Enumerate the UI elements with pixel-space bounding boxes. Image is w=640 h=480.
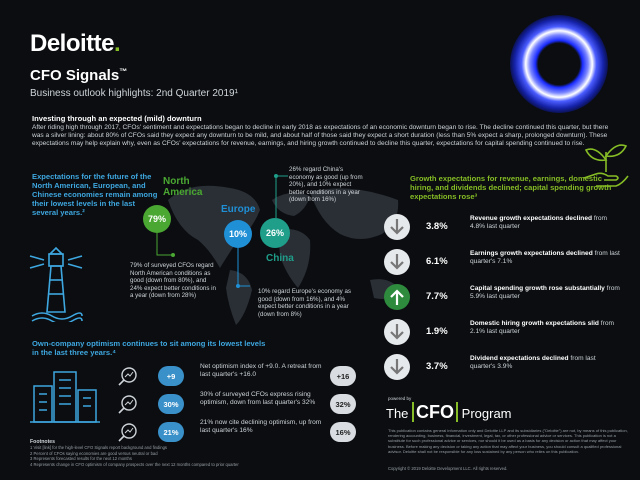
- region-label-china: China: [266, 253, 294, 264]
- previous-value-pill: 16%: [330, 422, 356, 442]
- connector-line: [236, 248, 250, 288]
- previous-value-pill: 32%: [330, 394, 356, 414]
- optimism-row-net-index: +9 Net optimism index of +9.0. A retreat…: [118, 362, 368, 390]
- down-arrow-icon: [384, 214, 410, 240]
- intro-body: After riding high through 2017, CFOs' se…: [32, 124, 609, 148]
- current-value-pill: 30%: [158, 394, 184, 414]
- europe-bubble: 10%: [224, 220, 252, 248]
- page-title: CFO Signals™: [30, 67, 128, 84]
- down-arrow-icon: [384, 354, 410, 380]
- magnifier-chart-icon: [118, 423, 137, 442]
- glowing-ring-graphic: [510, 15, 608, 113]
- regions-heading: Expectations for the future of the North…: [32, 172, 158, 217]
- powered-by-label: powered by: [388, 396, 412, 401]
- optimism-row-rising: 30% 30% of surveyed CFOs express rising …: [118, 390, 368, 418]
- current-value-pill: 21%: [158, 422, 184, 442]
- china-bubble: 26%: [260, 218, 290, 248]
- previous-value-pill: +16: [330, 366, 356, 386]
- up-arrow-icon: [384, 284, 410, 310]
- region-label-europe: Europe: [221, 204, 256, 215]
- cfo-program-logo: The CFO Program: [386, 402, 512, 422]
- north-america-bubble: 79%: [143, 205, 171, 233]
- current-value-pill: +9: [158, 366, 184, 386]
- europe-note: 10% regard Europe's economy as good (dow…: [258, 288, 352, 318]
- office-buildings-icon: [30, 371, 100, 423]
- deloitte-logo: Deloitte.: [30, 30, 121, 57]
- magnifier-chart-icon: [118, 395, 137, 414]
- page-subtitle: Business outlook highlights: 2nd Quarter…: [30, 88, 238, 99]
- growth-row-earnings: 6.1% Earnings growth expectations declin…: [384, 247, 629, 281]
- north-america-note: 79% of surveyed CFOs regard North Americ…: [130, 262, 216, 300]
- growth-row-revenue: 3.8% Revenue growth expectations decline…: [384, 212, 629, 246]
- growth-row-dividends: 3.7% Dividend expectations declined from…: [384, 352, 629, 386]
- down-arrow-icon: [384, 249, 410, 275]
- down-arrow-icon: [384, 319, 410, 345]
- connector-line: [156, 233, 175, 257]
- plant-in-hand-icon: [583, 144, 629, 187]
- growth-heading: Growth expectations for revenue, earning…: [410, 174, 612, 201]
- china-note: 26% regard China's economy as good (up f…: [289, 166, 363, 204]
- connector-line: [274, 174, 288, 218]
- optimism-heading: Own-company optimism continues to sit am…: [32, 339, 266, 357]
- footnotes: Footnotes 1 Visit [link] for the high-le…: [30, 439, 239, 467]
- optimism-row-declining: 21% 21% now cite declining optimism, up …: [118, 418, 368, 446]
- growth-row-domestic-hiring: 1.9% Domestic hiring growth expectations…: [384, 317, 629, 351]
- intro-heading: Investing through an expected (mild) dow…: [32, 114, 202, 123]
- lighthouse-icon: [29, 246, 83, 322]
- region-label-north-america: North America: [163, 176, 203, 198]
- magnifier-chart-icon: [118, 367, 137, 386]
- copyright: Copyright © 2019 Deloitte Development LL…: [388, 466, 508, 471]
- world-map: [168, 185, 400, 325]
- disclaimer: This publication contains general inform…: [388, 428, 628, 454]
- growth-row-capital-spending: 7.7% Capital spending growth rose substa…: [384, 282, 629, 316]
